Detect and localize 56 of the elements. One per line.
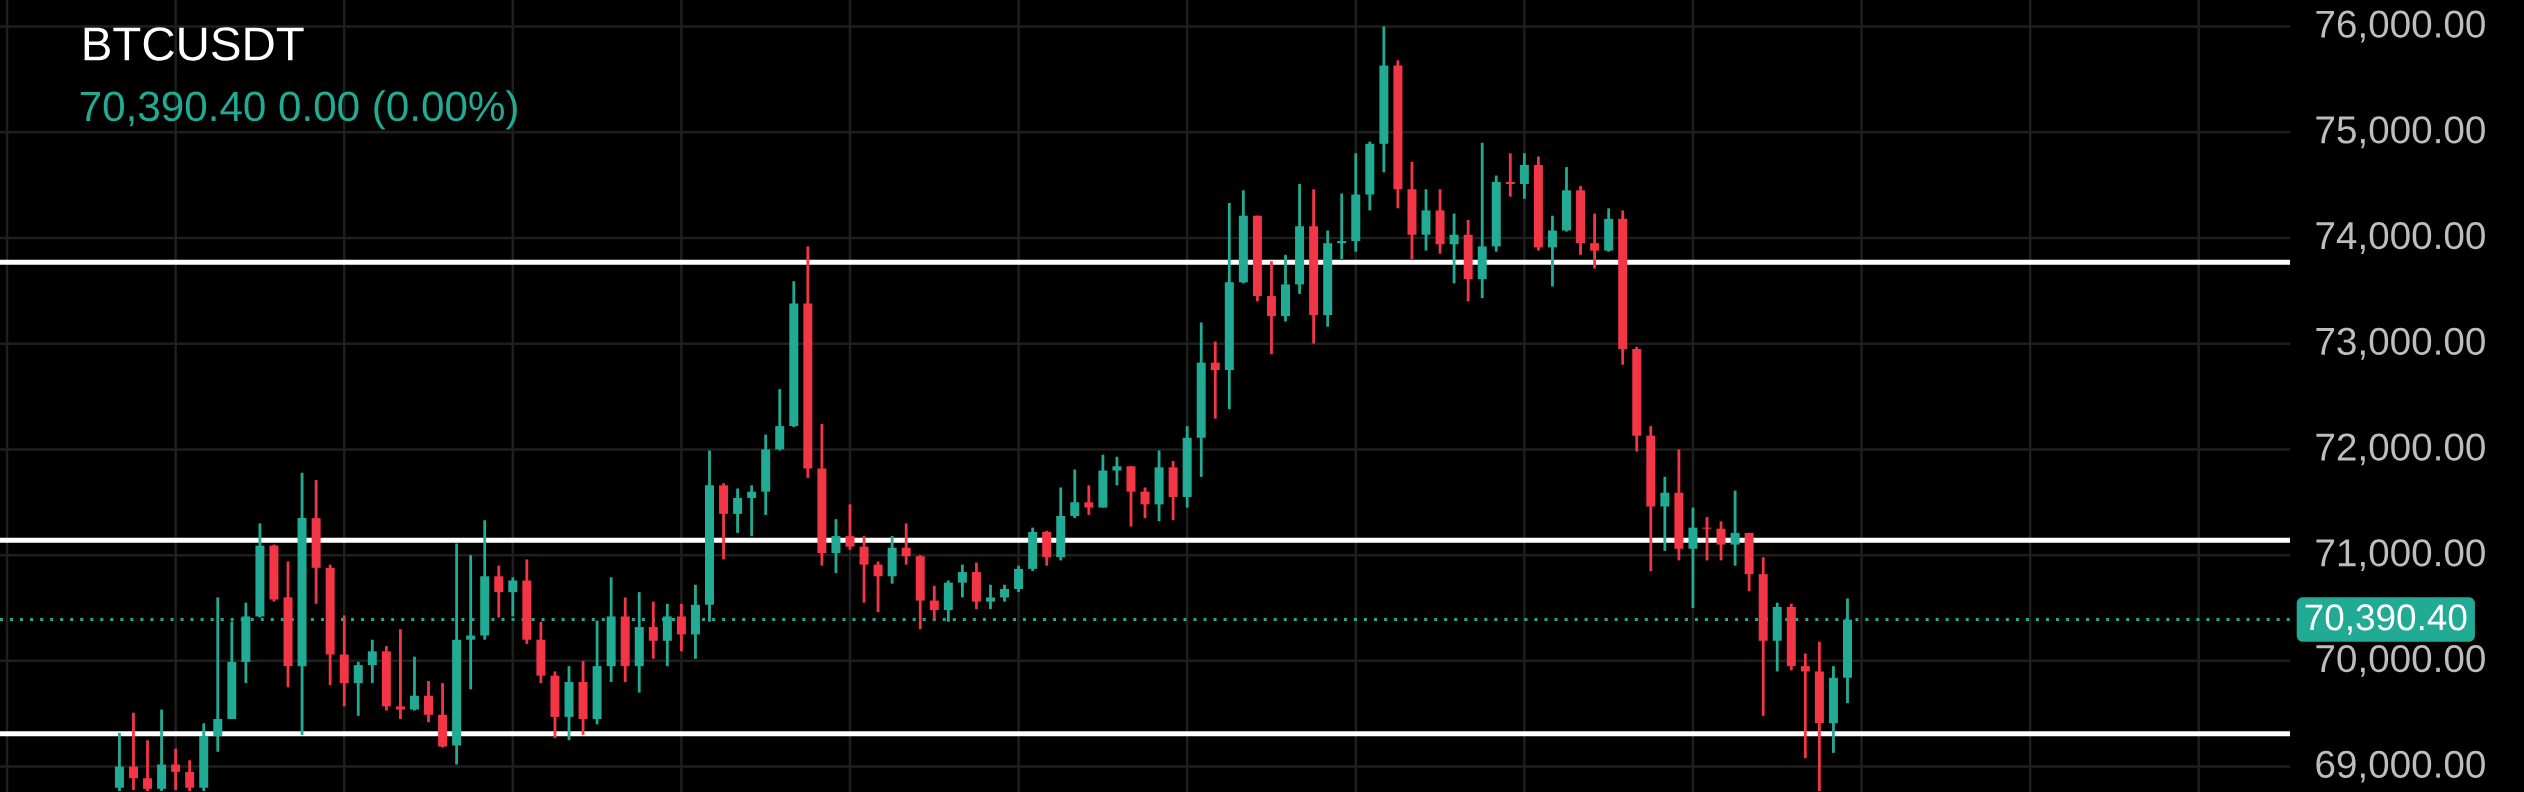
candlestick — [1660, 475, 1670, 553]
candlestick — [395, 627, 405, 721]
candlestick — [929, 584, 939, 622]
y-tick-label: 69,000.00 — [2316, 750, 2485, 783]
candlestick — [1449, 212, 1459, 285]
candlestick — [1702, 515, 1712, 562]
y-tick-label: 70,000.00 — [2316, 644, 2485, 677]
candlestick — [1140, 486, 1150, 520]
candlestick — [128, 711, 138, 792]
candlestick — [367, 638, 377, 685]
y-tick-label: 71,000.00 — [2316, 539, 2485, 572]
candlestick — [775, 387, 785, 452]
candlestick — [1070, 468, 1080, 520]
candlestick — [213, 596, 223, 754]
y-tick-label: 75,000.00 — [2316, 116, 2485, 149]
candlestick — [1505, 151, 1515, 199]
candlestick — [353, 660, 363, 718]
candlestick — [1590, 212, 1600, 270]
candlestick — [1210, 340, 1220, 421]
candlestick — [747, 483, 757, 538]
candlestick — [508, 575, 518, 618]
candlestick — [985, 583, 995, 611]
y-tick-label: 73,000.00 — [2316, 327, 2485, 360]
chart-title: BTCUSDT — [84, 27, 304, 61]
candlestick — [1716, 519, 1726, 562]
candlestick — [831, 517, 841, 575]
ref-line-label: 70,390.40 — [2305, 604, 2467, 635]
candlestick — [1730, 489, 1740, 568]
candlestick — [1014, 564, 1024, 594]
candlestick — [845, 502, 855, 552]
y-tick-label: 74,000.00 — [2316, 221, 2485, 254]
candlestick — [676, 602, 686, 653]
candlestick — [901, 522, 911, 567]
candlestick — [185, 758, 195, 792]
candlestick — [1112, 455, 1122, 487]
text: 70,390.40 0.00 (0.00%) — [80, 90, 517, 130]
candlestick — [143, 738, 153, 792]
candlestick — [957, 563, 967, 599]
candlestick — [1519, 151, 1529, 201]
candlestick — [1547, 214, 1557, 288]
candlestick — [171, 747, 181, 792]
candlestick — [114, 731, 124, 792]
candlestick — [648, 600, 658, 661]
candlestick — [424, 679, 433, 724]
y-tick-label: 76,000.00 — [2316, 10, 2485, 43]
candlestick — [1084, 483, 1094, 517]
y-tick-label: 72,000.00 — [2316, 433, 2485, 466]
candlestick — [873, 560, 883, 614]
candlestick — [1800, 652, 1810, 760]
candlestick — [494, 564, 504, 619]
candlestick — [733, 487, 743, 535]
candlestick — [1266, 259, 1276, 356]
candlestick — [1337, 192, 1347, 261]
candlestick — [409, 655, 419, 712]
candlestick — [1688, 506, 1698, 610]
candlestick — [859, 534, 869, 605]
